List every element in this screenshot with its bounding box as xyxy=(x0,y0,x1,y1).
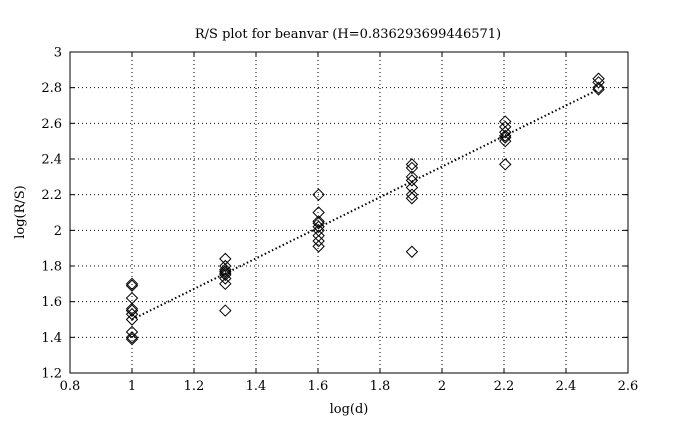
x-tick-label: 1.8 xyxy=(370,379,391,394)
y-tick-label: 3 xyxy=(54,46,62,61)
y-tick-label: 2 xyxy=(54,224,62,239)
data-point-diamond xyxy=(405,158,419,171)
data-point-diamond xyxy=(312,188,325,201)
data-point-diamond xyxy=(312,240,325,253)
y-tick-label: 2.4 xyxy=(41,153,62,168)
regression-fit-line xyxy=(131,88,599,321)
x-tick-label: 1.2 xyxy=(184,379,205,394)
data-point-diamond xyxy=(499,126,512,139)
y-tick-label: 1.6 xyxy=(41,295,62,310)
data-point-diamond xyxy=(219,259,232,273)
data-point-diamond xyxy=(125,291,139,305)
data-point-diamond xyxy=(405,188,419,201)
x-tick-label: 2 xyxy=(438,379,446,394)
plot-frame xyxy=(69,51,629,374)
x-tick-label: 0.8 xyxy=(60,379,81,394)
data-point-diamond xyxy=(499,158,512,171)
data-point-diamond xyxy=(125,325,139,339)
data-marker-layer xyxy=(125,72,605,346)
data-point-diamond xyxy=(499,131,512,144)
data-point-diamond xyxy=(125,331,139,344)
chart-title: R/S plot for beanvar (H=0.83629369944657… xyxy=(195,27,501,42)
data-point-diamond xyxy=(219,277,232,291)
data-point-diamond xyxy=(499,115,512,128)
y-tick-label: 2.2 xyxy=(41,188,62,203)
data-point-diamond xyxy=(125,279,139,292)
y-tick-label: 2.8 xyxy=(41,81,62,96)
data-point-diamond xyxy=(125,332,139,346)
data-point-diamond xyxy=(219,304,232,317)
y-tick-label: 1.8 xyxy=(41,260,62,275)
data-point-diamond xyxy=(592,83,605,96)
data-point-diamond xyxy=(312,215,325,228)
y-tick-label: 2.6 xyxy=(41,117,62,132)
data-point-diamond xyxy=(312,229,325,242)
data-point-diamond xyxy=(125,313,139,326)
data-point-diamond xyxy=(405,170,419,184)
x-tick-label: 2.4 xyxy=(556,379,577,394)
data-point-diamond xyxy=(125,304,139,317)
y-tick-label: 1.2 xyxy=(41,367,62,382)
x-tick-label: 1.4 xyxy=(246,379,267,394)
data-point-diamond xyxy=(219,252,232,266)
x-tick-label: 1.6 xyxy=(308,379,329,394)
x-tick-label: 1 xyxy=(128,379,136,394)
data-point-diamond xyxy=(219,265,232,278)
y-axis-label: log(R/S) xyxy=(13,185,28,239)
tick-layer: 0.8 1 1.2 1.4 1.6 1.8 2 2.2 2.4 2.6 1.2 1.4 1.6 1.8 2 2… xyxy=(41,46,638,395)
y-tick-label: 1.4 xyxy=(41,331,62,346)
data-point-diamond xyxy=(125,277,139,291)
data-point-diamond xyxy=(312,216,325,230)
data-point-diamond xyxy=(312,234,325,248)
data-point-diamond xyxy=(405,181,419,194)
data-point-diamond xyxy=(592,81,605,94)
data-point-diamond xyxy=(312,206,325,219)
x-tick-label: 2.6 xyxy=(618,379,639,394)
data-point-diamond xyxy=(499,120,512,134)
grid-layer xyxy=(70,52,628,373)
x-tick-label: 2.2 xyxy=(494,379,515,394)
data-point-diamond xyxy=(592,72,605,85)
x-axis-label: log(d) xyxy=(330,402,369,417)
data-point-diamond xyxy=(405,245,419,258)
data-point-diamond xyxy=(125,302,139,316)
